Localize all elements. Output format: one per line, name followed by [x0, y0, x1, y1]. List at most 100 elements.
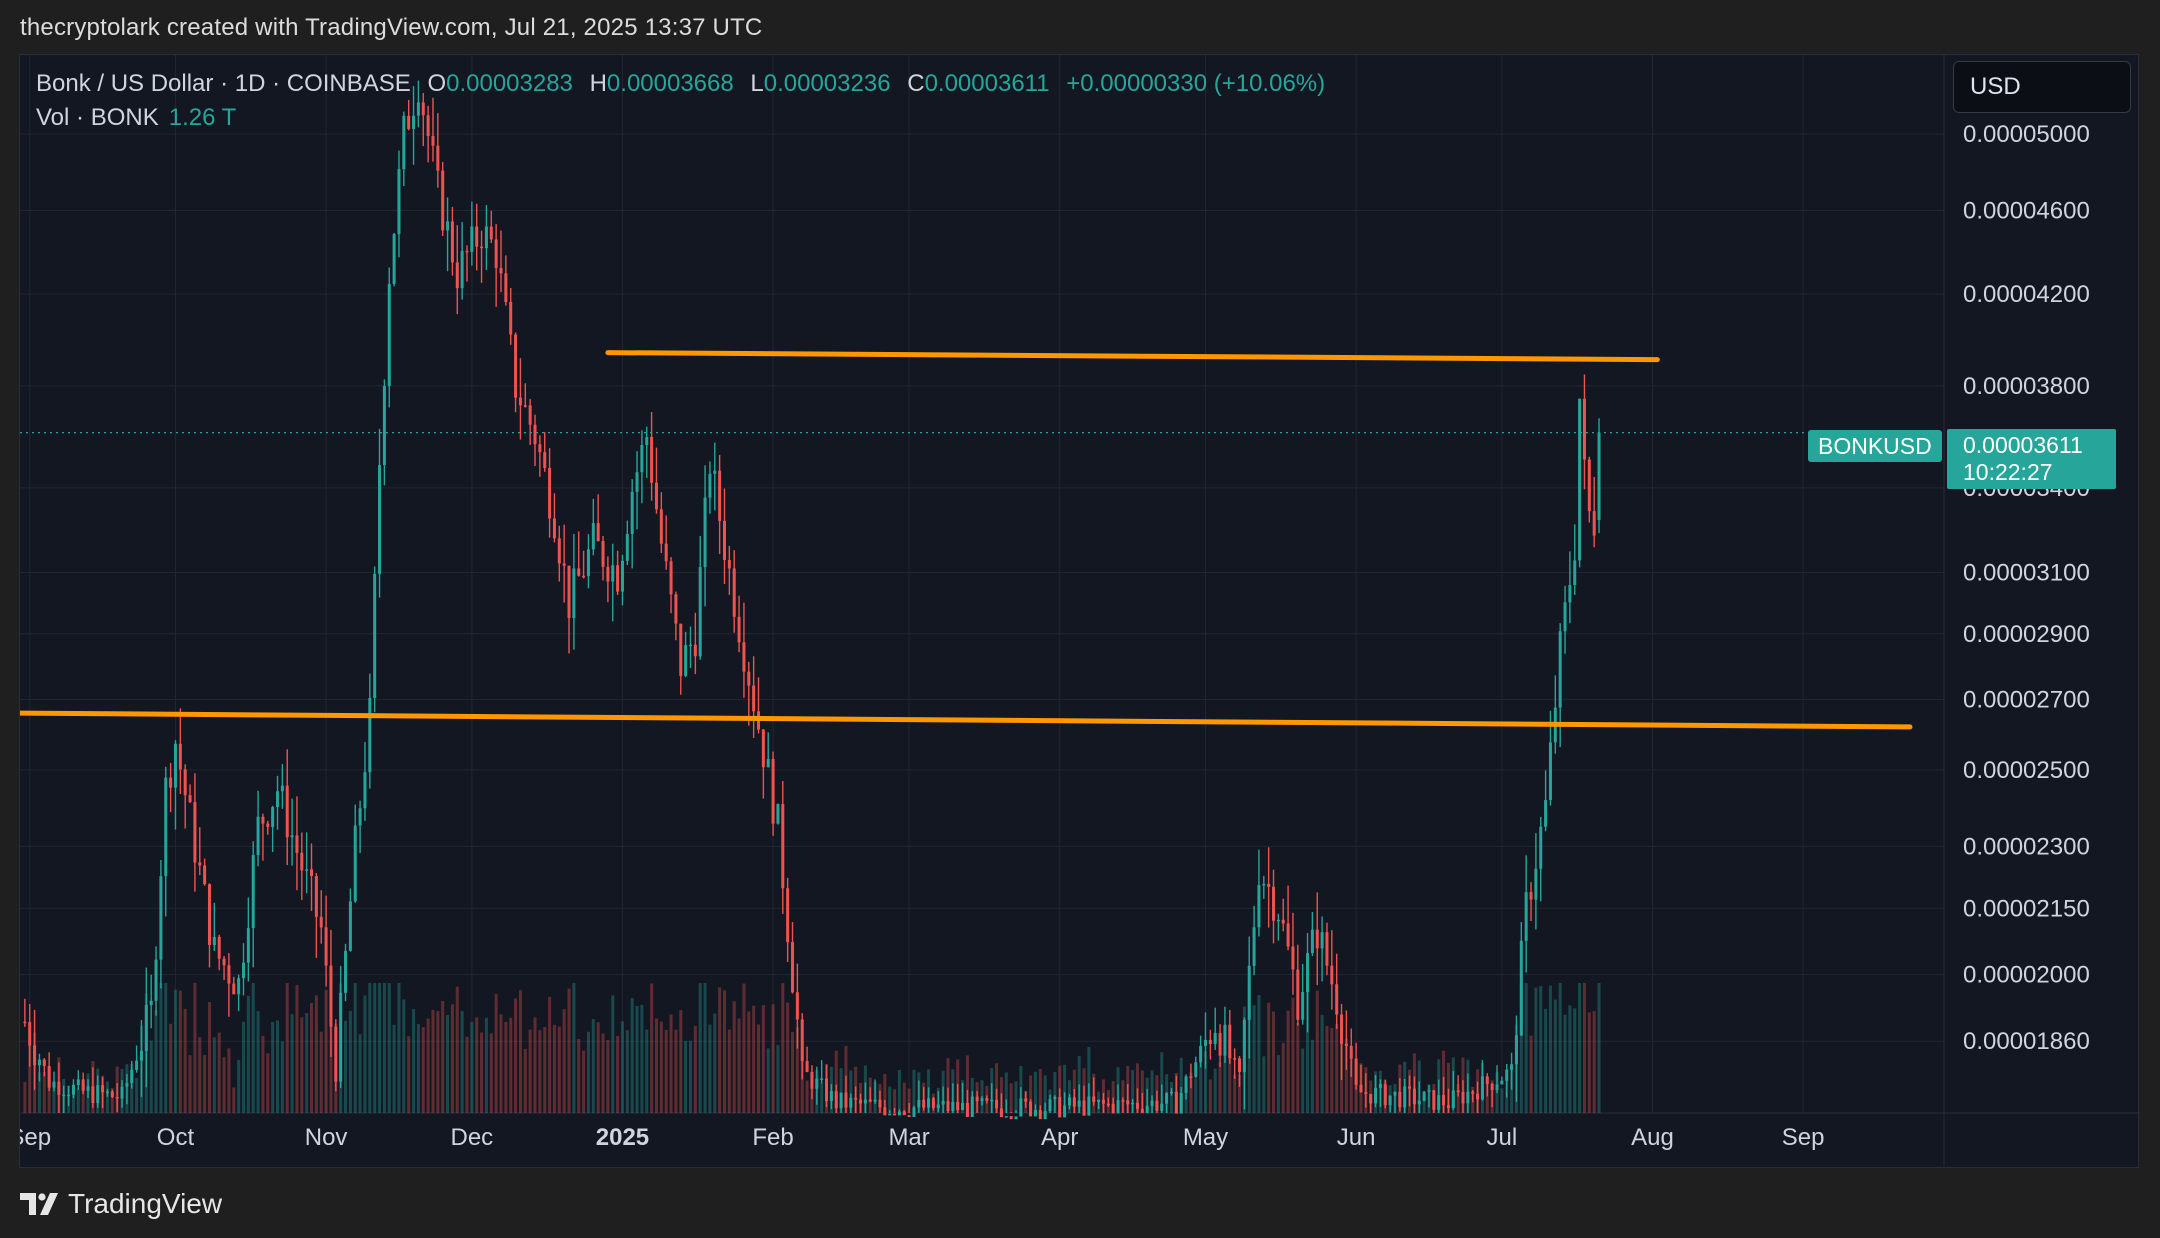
candle-body — [1340, 1014, 1344, 1044]
volume-bar — [1087, 1046, 1091, 1113]
candle-body — [931, 1098, 935, 1109]
volume-bar — [654, 1018, 658, 1113]
volume-bar — [1315, 990, 1319, 1113]
candle-body — [305, 869, 309, 871]
candle-body — [956, 1101, 960, 1111]
candle-body — [183, 769, 187, 796]
volume-bar — [1544, 1008, 1548, 1113]
candle-body — [178, 743, 182, 770]
legend-symbol[interactable]: Bonk / US Dollar · 1D · COINBASE — [36, 70, 411, 97]
candle-body — [1262, 883, 1266, 886]
price-axis-label: 0.00003800 — [1963, 373, 2090, 400]
candle-body — [227, 965, 231, 984]
candle-body — [300, 852, 304, 871]
candle-body — [353, 825, 357, 902]
volume-bar — [572, 983, 576, 1113]
legend-change: +0.00000330 (+10.06%) — [1066, 70, 1326, 97]
tradingview-logo[interactable]: TradingView — [20, 1188, 222, 1220]
volume-bar — [1563, 1014, 1567, 1113]
candle-body — [839, 1092, 843, 1109]
candle-body — [1203, 1039, 1208, 1046]
candle-body — [1369, 1093, 1373, 1104]
candle-body — [791, 942, 795, 993]
candle-body — [23, 1021, 27, 1024]
candle-body — [625, 534, 629, 561]
candle-body — [1490, 1084, 1494, 1090]
candle-body — [1140, 1108, 1144, 1114]
volume-bar — [1004, 1072, 1008, 1113]
candle-body — [893, 1113, 897, 1116]
candle-body — [470, 226, 474, 252]
volume-bar — [693, 1025, 697, 1113]
volume-bar — [635, 1005, 639, 1113]
volume-label[interactable]: Vol · BONK — [36, 104, 159, 131]
candle-body — [1063, 1105, 1067, 1118]
candle-body — [1101, 1099, 1105, 1104]
volume-bar — [514, 998, 518, 1113]
volume-bar — [310, 1002, 314, 1113]
candle-body — [961, 1102, 965, 1111]
volume-bar — [1349, 1057, 1353, 1113]
chart-frame[interactable]: 0.00005000 0.00004600 0.00004200 0.00003800… — [19, 54, 2140, 1169]
candle-body — [96, 1085, 100, 1103]
candle-body — [1505, 1069, 1509, 1081]
volume-bar — [110, 1088, 114, 1113]
candle-body — [193, 802, 197, 863]
candle-body — [761, 729, 765, 768]
candle-body — [834, 1091, 838, 1109]
candle-body — [1335, 984, 1339, 1015]
volume-bar — [1286, 1010, 1290, 1113]
volume-bar — [557, 1026, 561, 1113]
candle-body — [509, 302, 513, 335]
candle-body — [436, 145, 440, 171]
candle-body — [985, 1098, 989, 1101]
candle-body — [1150, 1100, 1154, 1106]
candle-body — [688, 644, 692, 647]
candle-body — [586, 549, 590, 576]
candle-body — [416, 102, 420, 116]
candle-body — [1578, 398, 1582, 561]
volume-bar — [344, 1020, 348, 1113]
candle-body — [76, 1079, 80, 1086]
candle-body — [232, 983, 236, 995]
volume-bar — [251, 983, 255, 1113]
volume-bar — [1553, 999, 1557, 1113]
volume-bar — [1043, 1075, 1047, 1113]
candle-body — [203, 865, 207, 885]
candle-body — [829, 1091, 833, 1101]
candle-body — [591, 523, 595, 550]
legend-close-value: 0.00003611 — [924, 70, 1050, 97]
legend-low-value: 0.00003236 — [763, 70, 891, 97]
volume-bar — [834, 1050, 838, 1113]
candle-body — [1563, 602, 1567, 632]
volume-bar — [1519, 983, 1523, 1113]
volume-bar — [907, 1088, 911, 1113]
candle-body — [164, 777, 168, 877]
volume-bar — [1179, 1057, 1183, 1113]
candle-body — [125, 1083, 129, 1087]
candle-body — [295, 835, 299, 853]
candle-body — [237, 978, 241, 995]
candle-body — [980, 1098, 984, 1102]
candle-body — [620, 560, 624, 592]
candle-body — [149, 1000, 153, 1006]
candle-body — [1471, 1091, 1475, 1094]
volume-bar — [203, 1054, 207, 1113]
candle-body — [173, 743, 177, 788]
candle-body — [1476, 1093, 1480, 1100]
candle-body — [810, 1071, 814, 1089]
candle-body — [319, 916, 323, 928]
candle-body — [771, 758, 775, 824]
candle-body — [1349, 1045, 1353, 1059]
volume-bar — [387, 983, 391, 1113]
volume-bar — [1208, 1079, 1212, 1113]
volume-bar — [630, 998, 634, 1113]
candle-body — [275, 791, 280, 808]
candle-body — [169, 777, 173, 788]
volume-bar — [659, 1021, 663, 1113]
volume-bar — [319, 1031, 323, 1113]
volume-bar — [295, 985, 299, 1113]
candle-body — [441, 170, 445, 231]
currency-button[interactable]: USD — [1953, 61, 2131, 113]
candlestick-chart[interactable]: 0.00005000 0.00004600 0.00004200 0.00003800… — [20, 55, 2140, 1169]
